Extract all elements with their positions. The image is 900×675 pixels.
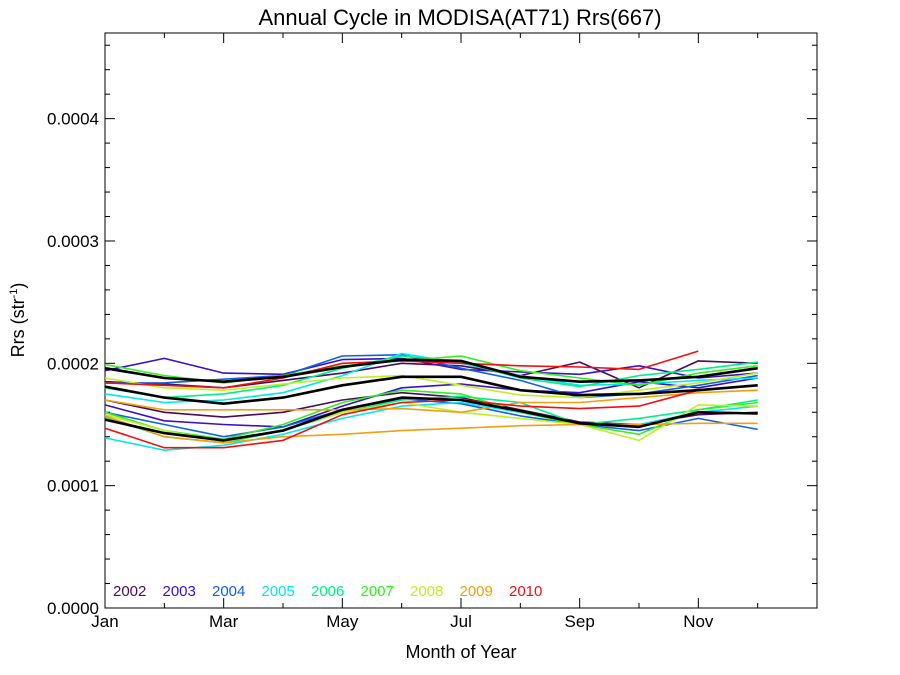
x-tick-label: Sep <box>565 612 595 631</box>
x-tick-label: Nov <box>683 612 714 631</box>
legend-entry: 2010 <box>509 583 542 600</box>
series-lines <box>104 350 758 452</box>
y-axis-label: Rrs (str-1) <box>8 283 28 358</box>
legend-entry: 2003 <box>163 583 196 600</box>
legend-entry: 2008 <box>410 583 443 600</box>
x-tick-label: Mar <box>209 612 239 631</box>
legend-entry: 2005 <box>262 583 295 600</box>
plot-area: Jan Mar May Jul Sep Nov 0.00000.00010.00020.0… <box>47 32 818 631</box>
y-axis-label-main: Rrs (str <box>8 298 28 357</box>
chart-title: Annual Cycle in MODISA(AT71) Rrs(667) <box>258 5 661 30</box>
legend-entry: 2006 <box>311 583 344 600</box>
plot-frame <box>104 32 818 609</box>
x-tick-label: May <box>326 612 359 631</box>
y-axis-ticks: 0.0000 0.0001 0.0002 0.0003 0.0004 <box>47 44 817 618</box>
y-tick-label: 0.0000 <box>47 599 99 618</box>
y-tick-label: 0.0002 <box>47 354 99 373</box>
legend-entry: 2009 <box>460 583 493 600</box>
y-axis-label-close: ) <box>8 283 28 289</box>
x-tick-label: Jan <box>91 612 118 631</box>
legend-entry: 2004 <box>212 583 245 600</box>
legend-entry: 2002 <box>113 583 146 600</box>
y-tick-label: 0.0004 <box>47 110 99 129</box>
x-tick-label: Jul <box>450 612 472 631</box>
mean-line <box>104 358 758 384</box>
mean-line <box>104 375 758 406</box>
legend: 2002 2003 2004 2005 2006 2007 2008 2009 2010 <box>113 583 542 600</box>
y-tick-label: 0.0003 <box>47 232 99 251</box>
series-line-2009 <box>104 389 758 414</box>
y-axis-label-sup: -1 <box>8 289 20 299</box>
series-line-2005 <box>104 401 758 452</box>
series-line-2003 <box>104 357 758 379</box>
y-tick-label: 0.0001 <box>47 477 99 496</box>
legend-entry: 2007 <box>361 583 394 600</box>
series-line-2007 <box>104 389 758 441</box>
x-axis-label: Month of Year <box>405 642 516 662</box>
mean-line <box>104 396 758 442</box>
series-line-2008 <box>104 372 758 399</box>
series-line-2010 <box>104 389 699 449</box>
x-axis-ticks: Jan Mar May Jul Sep Nov <box>91 33 818 631</box>
